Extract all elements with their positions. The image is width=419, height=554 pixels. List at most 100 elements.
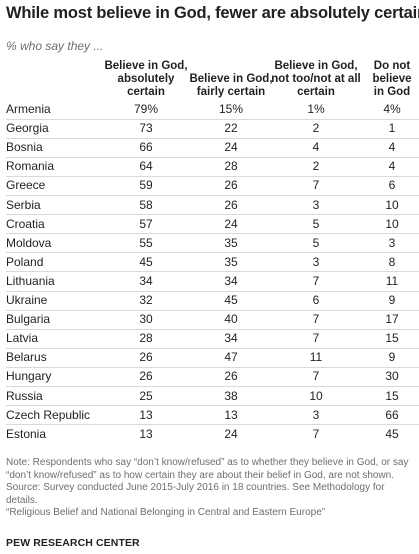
value-cell: 5 [312,235,320,250]
table-row: Romania 64 28 2 4 [0,157,419,176]
value-cell: 55 [139,235,153,250]
value-cell: 26 [224,197,238,212]
value-cell: 13 [139,407,153,422]
table-row: Croatia 57 24 5 10 [0,215,419,234]
report-title: “Religious Belief and National Belonging… [6,507,326,518]
value-cell: 34 [224,331,238,346]
column-header-absolutely-certain: Believe in God, absolutely certain [104,60,188,98]
value-cell: 26 [224,178,238,193]
table-row: Armenia 79% 15% 1% 4% [0,100,419,119]
table-row: Hungary 26 26 7 30 [0,367,419,386]
source-text: Source: Survey conducted June 2015-July … [6,482,385,506]
chart-title: While most believe in God, fewer are abs… [6,4,419,22]
country-label: Ukraine [6,293,48,307]
value-cell: 34 [139,273,153,288]
value-cell: 7 [312,312,320,327]
value-cell: 10 [385,216,399,231]
table-row: Serbia 58 26 3 10 [0,196,419,215]
value-cell: 13 [139,426,153,441]
value-cell: 6 [388,178,396,193]
table-row: Ukraine 32 45 6 9 [0,291,419,310]
value-cell: 35 [224,235,238,250]
chart-subtitle: % who say they ... [6,39,104,53]
footnote: Note: Respondents who say “don’t know/re… [6,457,416,520]
country-label: Moldova [6,235,52,250]
table-row: Lithuania 34 34 7 11 [0,272,419,291]
value-cell: 30 [385,369,399,384]
row-divider [6,156,419,158]
table-row: Latvia 28 34 7 15 [0,329,419,348]
value-cell: 1% [307,102,325,116]
table-row: Bosnia 66 24 4 4 [0,138,419,157]
value-cell: 2 [312,159,320,174]
value-cell: 26 [139,350,153,365]
value-cell: 3 [388,235,396,250]
country-label: Romania [6,159,55,174]
value-cell: 10 [309,388,323,403]
value-cell: 15 [385,388,399,403]
value-cell: 45 [139,254,153,269]
column-header-fairly-certain: Believe in God, fairly certain [189,73,273,98]
value-cell: 24 [224,140,238,155]
value-cell: 58 [139,197,153,212]
value-cell: 35 [224,254,238,269]
value-cell: 5 [312,216,320,231]
value-cell: 24 [224,426,238,441]
value-cell: 4% [383,102,401,116]
value-cell: 38 [224,388,238,403]
value-cell: 15 [385,331,399,346]
country-label: Serbia [6,197,41,212]
column-header-not-certain: Believe in God, not too/not at all certa… [271,60,361,98]
value-cell: 26 [224,369,238,384]
row-divider [6,405,419,407]
row-divider [6,290,419,292]
column-header-do-not-believe: Do not believe in God [372,60,412,98]
value-cell: 8 [388,254,396,269]
value-cell: 79% [133,102,159,116]
value-cell: 17 [385,312,399,327]
country-label: Greece [6,178,46,193]
value-cell: 32 [139,293,153,307]
value-cell: 57 [139,216,153,231]
value-cell: 1 [388,121,396,136]
value-cell: 9 [388,350,396,365]
row-divider [6,424,419,426]
value-cell: 59 [139,178,153,193]
value-cell: 3 [312,254,320,269]
row-divider [6,175,419,177]
country-label: Croatia [6,216,45,231]
country-label: Georgia [6,121,49,136]
pew-logo-text: PEW RESEARCH CENTER [6,537,140,549]
country-label: Estonia [6,426,47,441]
value-cell: 7 [312,273,320,288]
value-cell: 10 [385,197,399,212]
value-cell: 3 [312,407,320,422]
row-divider [6,137,419,139]
value-cell: 4 [388,159,396,174]
value-cell: 45 [385,426,399,441]
value-cell: 13 [224,407,238,422]
value-cell: 7 [312,369,320,384]
country-label: Hungary [6,369,52,384]
value-cell: 4 [312,140,320,155]
row-divider [6,366,419,368]
value-cell: 7 [312,178,320,193]
note-text: Note: Respondents who say “don’t know/re… [6,457,409,481]
row-divider [6,328,419,330]
table-row: Georgia 73 22 2 1 [0,119,419,138]
value-cell: 45 [224,293,238,307]
row-divider [6,252,419,254]
value-cell: 9 [388,293,396,307]
value-cell: 7 [312,426,320,441]
value-cell: 66 [385,407,399,422]
value-cell: 4 [388,140,396,155]
value-cell: 22 [224,121,238,136]
country-label: Lithuania [6,273,55,288]
value-cell: 28 [224,159,238,174]
value-cell: 11 [385,273,399,288]
country-label: Belarus [6,350,47,365]
country-label: Russia [6,388,43,403]
value-cell: 47 [224,350,238,365]
value-cell: 26 [139,369,153,384]
value-cell: 28 [139,331,153,346]
